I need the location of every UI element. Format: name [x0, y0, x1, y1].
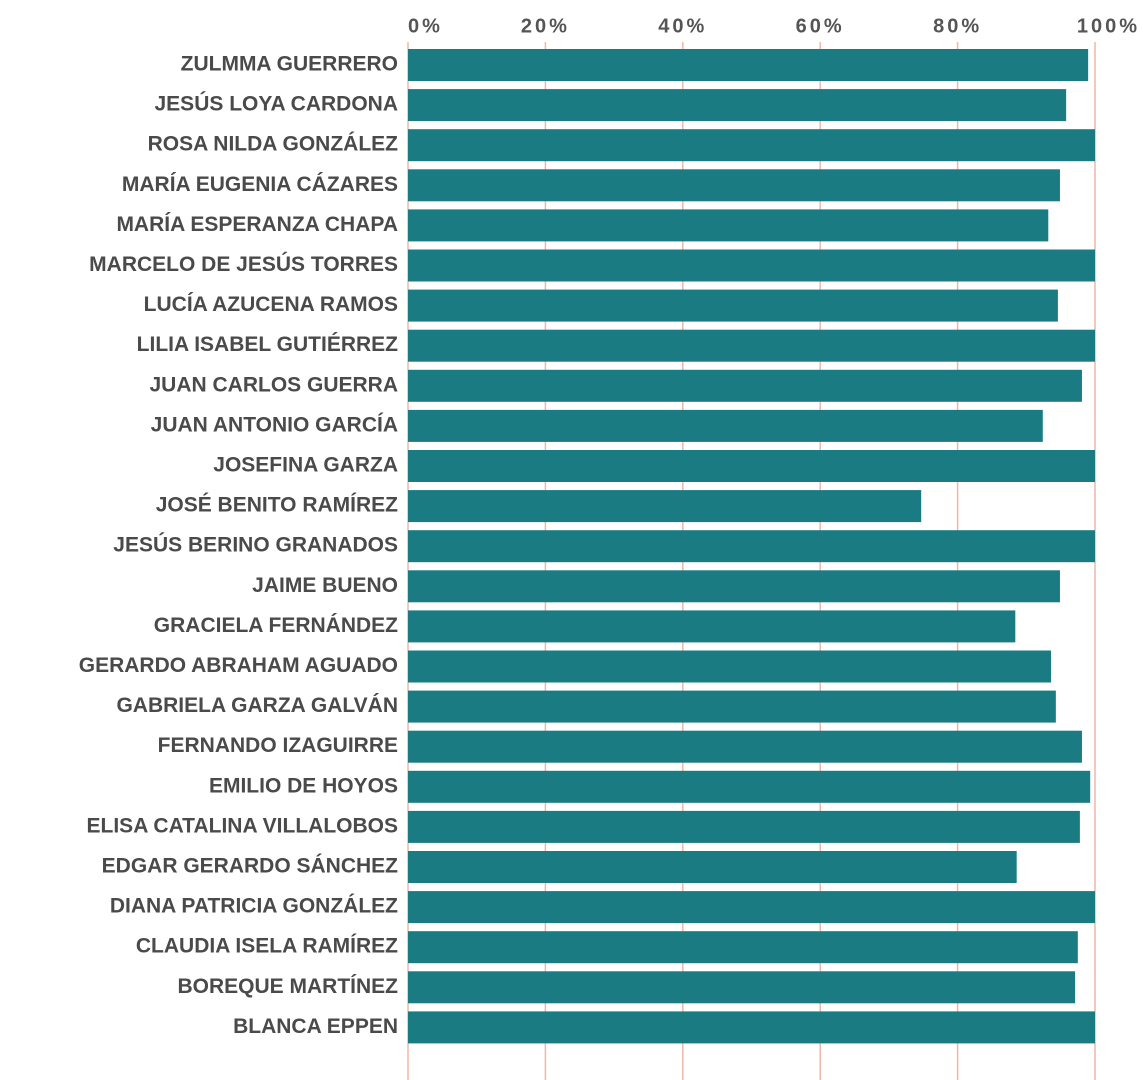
y-tick-label: GERARDO ABRAHAM AGUADO: [79, 654, 398, 677]
y-tick-label: ROSA NILDA GONZÁLEZ: [148, 133, 399, 156]
x-tick-label: 100%: [1077, 15, 1140, 37]
y-tick-label: JESÚS LOYA CARDONA: [155, 92, 399, 116]
bar: [408, 89, 1067, 122]
bar: [408, 931, 1078, 964]
y-tick-label: EDGAR GERARDO SÁNCHEZ: [102, 855, 399, 878]
y-tick-label: CLAUDIA ISELA RAMÍREZ: [136, 935, 398, 958]
bar: [408, 129, 1095, 162]
y-tick-label: GRACIELA FERNÁNDEZ: [154, 614, 398, 637]
y-tick-label: JUAN ANTONIO GARCÍA: [151, 413, 398, 436]
bar: [408, 730, 1082, 763]
bar: [408, 369, 1082, 402]
x-tick-label: 0%: [408, 15, 443, 37]
bar: [408, 169, 1060, 202]
y-tick-label: JOSÉ BENITO RAMÍREZ: [156, 494, 398, 517]
x-tick-label: 40%: [658, 15, 707, 37]
y-tick-label: GABRIELA GARZA GALVÁN: [116, 694, 398, 717]
y-tick-label: BOREQUE MARTÍNEZ: [178, 975, 399, 998]
y-tick-label: EMILIO DE HOYOS: [209, 774, 398, 797]
y-tick-label: LUCÍA AZUCENA RAMOS: [144, 293, 398, 316]
bar: [408, 490, 922, 523]
bar: [408, 49, 1089, 81]
bar: [408, 329, 1095, 362]
bar: [408, 530, 1095, 563]
bar: [408, 209, 1049, 242]
bar: [408, 409, 1043, 442]
y-tick-label: JESÚS BERINO GRANADOS: [113, 533, 398, 557]
y-tick-label: DIANA PATRICIA GONZÁLEZ: [110, 895, 398, 918]
bar: [408, 610, 1016, 643]
y-tick-label: LILIA ISABEL GUTIÉRREZ: [137, 333, 399, 356]
x-tick-label: 60%: [796, 15, 845, 37]
y-tick-label: MARÍA ESPERANZA CHAPA: [116, 213, 398, 236]
bar: [408, 650, 1052, 683]
bar: [408, 249, 1095, 282]
bar: [408, 289, 1058, 322]
bar: [408, 810, 1080, 843]
bar: [408, 891, 1095, 924]
y-tick-label: JAIME BUENO: [252, 574, 398, 597]
y-tick-label: ZULMMA GUERRERO: [181, 53, 398, 76]
bar: [408, 450, 1095, 482]
x-tick-label: 80%: [933, 15, 982, 37]
y-tick-label: JUAN CARLOS GUERRA: [149, 373, 398, 396]
bar: [408, 971, 1076, 1004]
bar: [408, 770, 1091, 803]
y-tick-label: MARCELO DE JESÚS TORRES: [89, 252, 398, 276]
y-tick-label: JOSEFINA GARZA: [213, 454, 398, 477]
bar: [408, 690, 1056, 723]
x-tick-label: 20%: [521, 15, 570, 37]
y-tick-label: BLANCA EPPEN: [233, 1015, 398, 1038]
bar: [408, 1011, 1095, 1044]
bar: [408, 570, 1060, 603]
y-tick-label: ELISA CATALINA VILLALOBOS: [87, 814, 398, 837]
bar: [408, 851, 1017, 883]
y-tick-label: FERNANDO IZAGUIRRE: [158, 734, 398, 757]
y-tick-label: MARÍA EUGENIA CÁZARES: [122, 173, 398, 196]
